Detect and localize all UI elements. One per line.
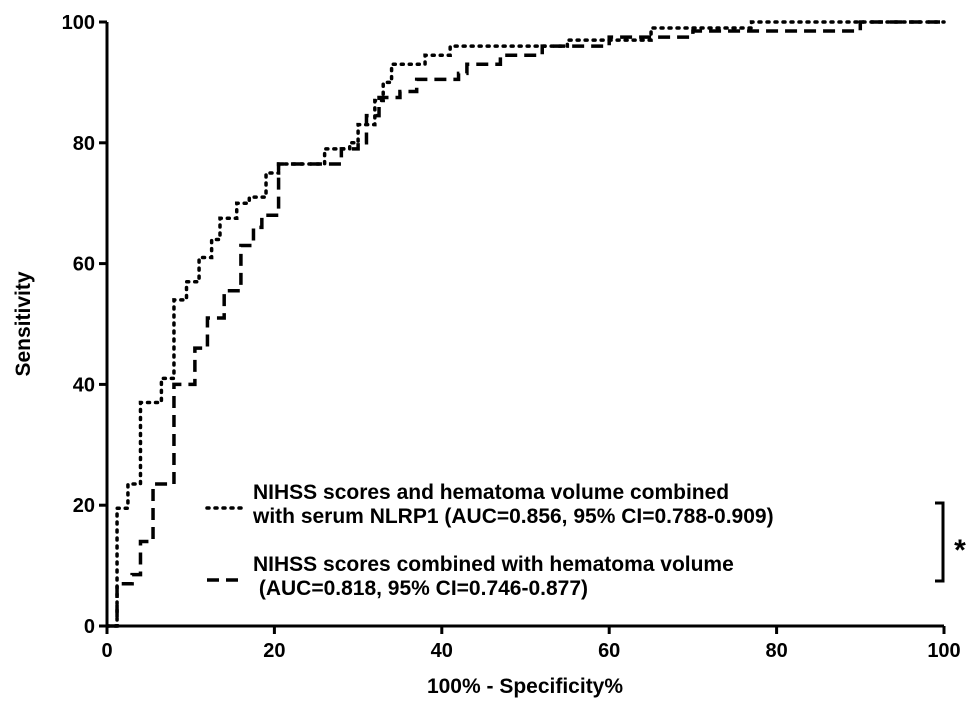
- y-tick-label: 40: [73, 374, 95, 396]
- x-tick-label: 100: [927, 640, 960, 662]
- y-tick-label: 60: [73, 254, 95, 276]
- legend-label: NIHSS scores combined with hematoma volu…: [253, 553, 734, 600]
- x-tick-label: 20: [263, 640, 285, 662]
- roc-curve: [105, 20, 946, 628]
- y-tick-label: 100: [62, 12, 95, 34]
- x-tick-label: 0: [101, 640, 112, 662]
- y-tick-label: 0: [84, 616, 95, 638]
- x-axis-title: 100% - Specificity%: [427, 675, 623, 698]
- x-tick-label: 40: [431, 640, 453, 662]
- roc-curve: [107, 20, 944, 628]
- annotation: *: [954, 534, 966, 567]
- y-tick-label: 80: [73, 133, 95, 155]
- y-tick-label: 20: [73, 495, 95, 517]
- legend-label: NIHSS scores and hematoma volume combine…: [253, 481, 774, 528]
- significance-bracket: [935, 501, 945, 583]
- x-tick-label: 60: [598, 640, 620, 662]
- x-tick-label: 80: [765, 640, 787, 662]
- y-axis-title: Sensitivity: [12, 271, 35, 376]
